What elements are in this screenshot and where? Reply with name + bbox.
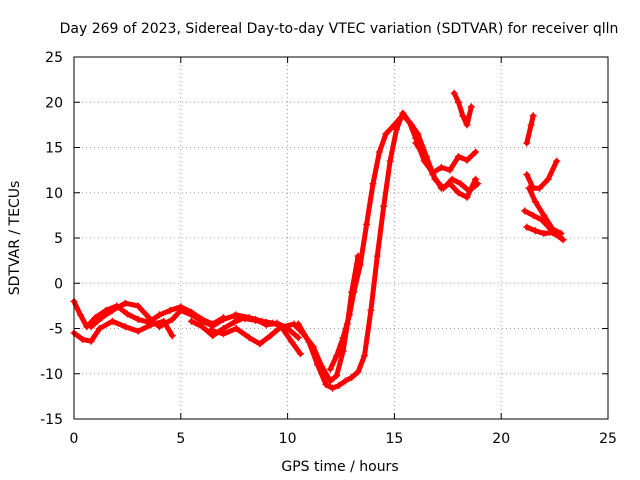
y-tick-label: -10 (40, 367, 63, 383)
x-axis-label: GPS time / hours (281, 459, 398, 475)
x-tick-label: 15 (385, 431, 403, 447)
series-trace-12 (524, 158, 560, 191)
series-markers-14 (523, 223, 565, 242)
chart-title: Day 269 of 2023, Sidereal Day-to-day VTE… (60, 21, 619, 37)
y-tick-label: 10 (45, 186, 63, 202)
data-layer (70, 89, 567, 392)
y-tick-label: 20 (45, 95, 63, 111)
x-tick-label: 0 (70, 431, 79, 447)
series-trace-6 (233, 253, 361, 384)
x-tick-label: 20 (492, 431, 510, 447)
y-tick-label: 5 (54, 231, 63, 247)
series-trace-11 (524, 113, 536, 146)
x-tick-label: 5 (176, 431, 185, 447)
x-tick-label: 25 (599, 431, 617, 447)
series-markers-15 (525, 184, 565, 237)
series-markers-12 (523, 157, 561, 192)
series-markers-11 (523, 112, 537, 147)
y-tick-label: 25 (45, 50, 63, 66)
series-markers-8 (326, 111, 482, 373)
y-tick-label: -5 (49, 322, 63, 338)
y-tick-label: 0 (54, 276, 63, 292)
series-trace-7 (295, 110, 479, 391)
series-markers-9 (450, 89, 475, 129)
y-tick-label: 15 (45, 141, 63, 157)
grid (74, 57, 608, 419)
series-markers-10 (412, 139, 480, 201)
y-axis-label: SDTVAR / TECUs (7, 181, 23, 296)
x-tick-label: 10 (279, 431, 297, 447)
series-markers-7 (294, 109, 480, 392)
series-trace-10 (413, 140, 479, 200)
ticks: 0 5 10 15 20 25 -15 -10 -5 0 5 10 15 20 25 (40, 50, 617, 447)
series-trace-9 (451, 90, 474, 128)
y-tick-label: -15 (40, 412, 63, 428)
series-trace-8 (327, 112, 481, 372)
